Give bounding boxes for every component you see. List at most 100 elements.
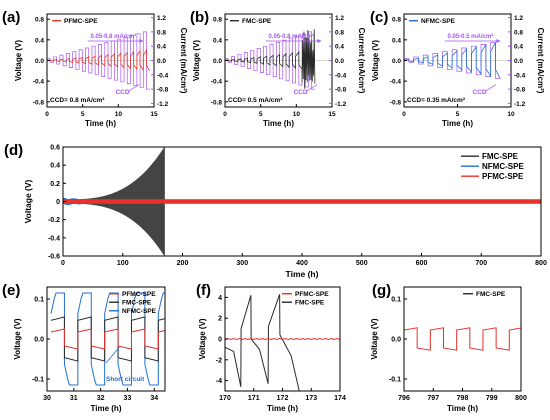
x-tick-label: 5 xyxy=(456,111,460,118)
legend: PFMC-SPEFMC-SPENFMC-SPE xyxy=(109,291,157,315)
legend: NFMC-SPE xyxy=(409,18,456,25)
y-tick-label: 0.0 xyxy=(35,58,44,65)
legend: FMC-SPENFMC-SPEPFMC-SPE xyxy=(461,152,524,181)
panel-d: 0 100 200 300 400 500 600 700 800 -0.6 -0.4 -0.2 0 0.… xyxy=(4,142,547,279)
y-tick-label: -2 xyxy=(216,357,222,364)
legend-entry: NFMC-SPE xyxy=(482,162,524,171)
y2-tick-label: -0.4 xyxy=(157,72,169,79)
ccd-value: CCD= 0.5 mA/cm² xyxy=(228,97,283,104)
x-tick-label: 174 xyxy=(334,395,346,402)
y2-tick-label: 0.0 xyxy=(514,58,523,65)
x-tick-label: 170 xyxy=(219,395,231,402)
plot-area xyxy=(404,328,536,350)
legend-entry: PFMC-SPE xyxy=(482,172,524,181)
x-tick-label: 34 xyxy=(150,395,158,402)
panel-a: 0 5 10 15 -0.8 -0.4 0.0 0.4 0.8 -1.2 -0.8 -0.4 0.0 0.… xyxy=(2,9,188,128)
x-tick-label: 797 xyxy=(427,395,439,402)
x-axis-label: Time (h) xyxy=(286,269,319,279)
panel-label: (b) xyxy=(190,9,209,26)
y2-tick-label: 0.4 xyxy=(157,44,166,51)
x-tick-label: 200 xyxy=(177,260,189,267)
x-tick-label: 33 xyxy=(124,395,132,402)
x-tick-label: 800 xyxy=(535,260,547,267)
y-tick-label: 0.6 xyxy=(50,145,60,152)
y2-tick-label: -0.8 xyxy=(514,87,526,94)
axes-frame xyxy=(404,287,521,391)
y-tick-label: -0.4 xyxy=(48,235,60,242)
range-annotation: 0.05-0.5 mA/cm² xyxy=(447,33,493,40)
y-tick-label: 0.1 xyxy=(34,297,44,304)
x-tick-label: 800 xyxy=(515,395,527,402)
ccd-value: CCD= 0.8 mA/cm² xyxy=(50,97,105,104)
legend-entry: FMC-SPE xyxy=(476,291,506,298)
y-tick-label: 0.4 xyxy=(392,37,401,44)
y2-axis-label: Current (mA/cm²) xyxy=(179,28,188,94)
legend-entry: FMC-SPE xyxy=(242,18,272,25)
panel-label: (e) xyxy=(2,282,20,299)
plot-area xyxy=(63,147,541,256)
y-tick-label: -0.8 xyxy=(33,99,45,106)
legend-entry: FMC-SPE xyxy=(482,152,519,161)
legend: FMC-SPE xyxy=(230,18,272,25)
y2-tick-label: 1.2 xyxy=(335,15,344,22)
y2-tick-label: 0.4 xyxy=(335,44,344,51)
y-axis-label: Voltage (V) xyxy=(23,179,33,223)
x-tick-label: 10 xyxy=(115,111,123,118)
range-annotation: 0.05-0.8 mA/cm² xyxy=(268,33,314,40)
ccd-value: CCD= 0.35 mA/cm² xyxy=(407,97,466,104)
y-tick-label: 0.0 xyxy=(392,58,401,65)
y2-tick-label: 1.2 xyxy=(157,15,166,22)
x-tick-label: 600 xyxy=(416,260,428,267)
short-circuit-annotation: Short circuit xyxy=(106,376,145,383)
x-tick-label: 0 xyxy=(61,260,65,267)
y-axis-label: Voltage (V) xyxy=(198,318,207,360)
x-tick-label: 172 xyxy=(277,395,289,402)
x-tick-label: 15 xyxy=(150,111,158,118)
panel-b: 0 5 10 15 -0.8 -0.4 0.0 0.4 0.8 -1.2 -0.8 -0.4 0.0 0.… xyxy=(190,9,366,128)
y2-axis-label: Current (mA/cm²) xyxy=(536,28,545,94)
y2-axis-label: Current (mA/cm²) xyxy=(357,28,366,94)
y2-tick-label: -1.2 xyxy=(514,101,526,108)
y-tick-label: -0.8 xyxy=(211,99,223,106)
y-tick-label: 0.0 xyxy=(391,337,401,344)
ccd-pointer xyxy=(485,85,496,92)
x-tick-label: 32 xyxy=(97,395,105,402)
x-tick-label: 31 xyxy=(70,395,78,402)
y2-tick-label: -1.2 xyxy=(335,101,347,108)
x-tick-label: 0 xyxy=(223,111,227,118)
x-tick-label: 0 xyxy=(402,111,406,118)
y-tick-label: 0.4 xyxy=(50,163,60,170)
legend: FMC-SPE xyxy=(463,291,506,298)
y-tick-label: 0.8 xyxy=(392,17,401,24)
x-tick-label: 500 xyxy=(356,260,368,267)
y2-tick-label: -0.4 xyxy=(514,72,526,79)
y2-tick-label: -0.8 xyxy=(157,87,169,94)
y-axis-label: Voltage (V) xyxy=(370,318,379,360)
range-arrow-head xyxy=(139,39,143,43)
y-axis-label: Voltage (V) xyxy=(14,40,23,82)
y2-tick-label: -1.2 xyxy=(157,101,169,108)
y-tick-label: -0.6 xyxy=(48,254,60,261)
y2-tick-label: -0.4 xyxy=(335,72,347,79)
panel-c: 0 5 10 -0.8 -0.4 0.0 0.4 0.8 -1.2 -0.8 -0.4 0.0 0.4 0… xyxy=(370,9,545,128)
y-tick-label: -0.1 xyxy=(389,377,401,384)
legend: PFMC-SPE xyxy=(52,18,98,25)
panel-label: (d) xyxy=(4,142,23,159)
x-tick-label: 100 xyxy=(117,260,129,267)
plot-area xyxy=(47,32,154,89)
y-tick-label: 0.0 xyxy=(213,58,222,65)
x-tick-label: 30 xyxy=(43,395,51,402)
y-tick-label: 2 xyxy=(218,316,222,323)
y-tick-label: -0.1 xyxy=(32,377,44,384)
range-annotation: 0.05-0.8 mA/cm² xyxy=(90,33,136,40)
annotation-pointer xyxy=(106,347,119,363)
y-tick-label: -0.8 xyxy=(390,99,402,106)
ccd-annotation: CCD xyxy=(472,89,486,96)
x-tick-label: 799 xyxy=(486,395,498,402)
x-axis-label: Time (h) xyxy=(91,404,122,413)
legend-entry: FMC-SPE xyxy=(122,300,152,307)
y2-tick-label: 0.8 xyxy=(514,29,523,36)
x-axis-label: Time (h) xyxy=(447,404,478,413)
y-axis-label: Voltage (V) xyxy=(13,318,22,360)
y-tick-label: 0.4 xyxy=(213,37,222,44)
